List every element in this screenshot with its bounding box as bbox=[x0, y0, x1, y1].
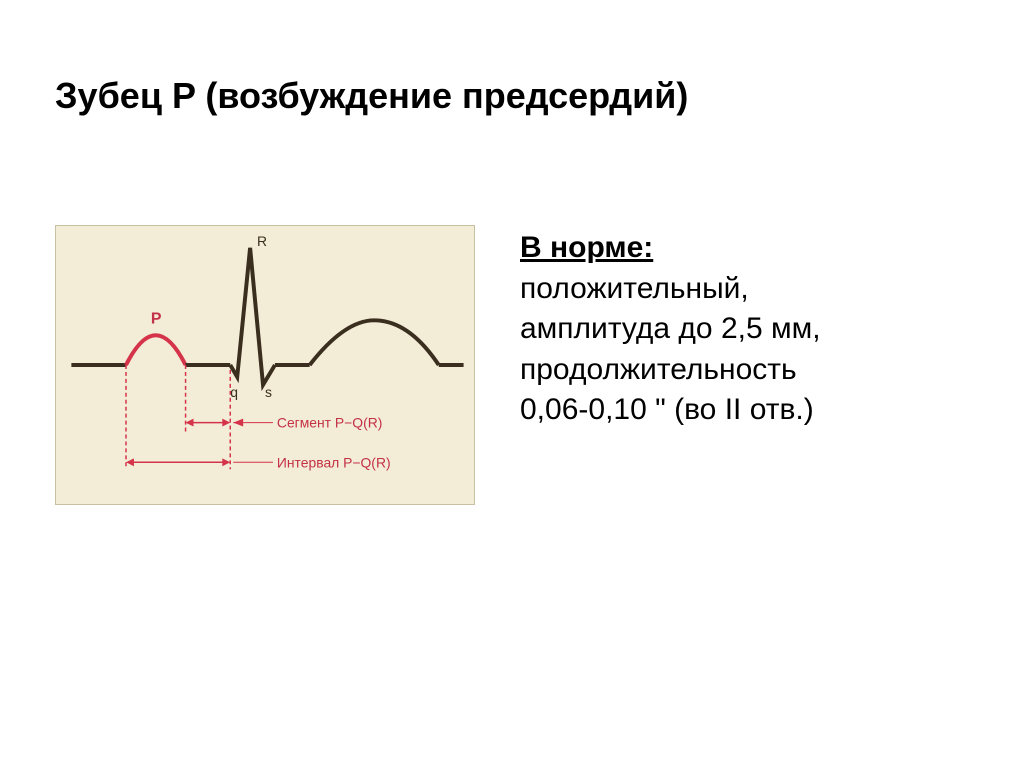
interval-arrow-right bbox=[222, 458, 230, 466]
interval-label: Интервал P−Q(R) bbox=[277, 454, 391, 470]
segment-label: Сегмент P−Q(R) bbox=[277, 415, 382, 431]
interval-arrow-left bbox=[126, 458, 134, 466]
description-text: В норме: положительный, амплитуда до 2,5… bbox=[520, 228, 970, 431]
ecg-svg: P R q s Сегмент P−Q(R) Интервал P−Q(R) bbox=[56, 226, 474, 504]
ecg-t-wave bbox=[310, 320, 439, 365]
segment-arrow-left bbox=[186, 419, 194, 427]
text-line-3: продолжительность bbox=[520, 353, 797, 386]
page-title: Зубец P (возбуждение предсердий) bbox=[55, 75, 688, 117]
ecg-p-wave bbox=[126, 335, 186, 365]
ecg-diagram: P R q s Сегмент P−Q(R) Интервал P−Q(R) bbox=[55, 225, 475, 505]
text-heading: В норме: bbox=[520, 231, 653, 264]
label-q: q bbox=[230, 384, 238, 400]
label-p: P bbox=[151, 310, 162, 327]
text-line-4: 0,06-0,10 " (во II отв.) bbox=[520, 393, 814, 426]
segment-pointer-arrow bbox=[233, 419, 243, 427]
text-line-2: амплитуда до 2,5 мм, bbox=[520, 312, 821, 345]
ecg-qrs-complex bbox=[230, 248, 275, 385]
label-s: s bbox=[265, 384, 272, 400]
label-r: R bbox=[257, 233, 267, 249]
segment-arrow-right bbox=[222, 419, 230, 427]
text-line-1: положительный, bbox=[520, 272, 749, 305]
